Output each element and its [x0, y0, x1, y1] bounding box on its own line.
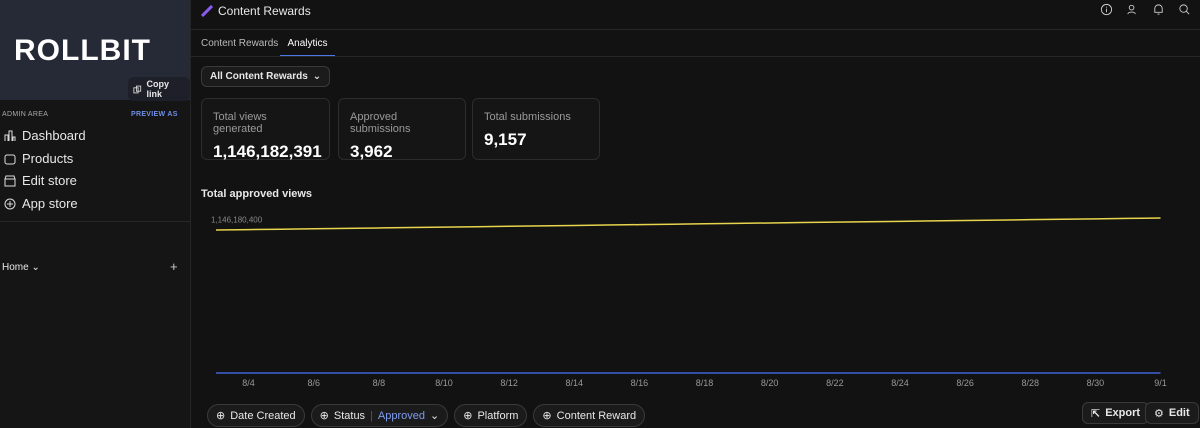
- search-icon[interactable]: [1178, 3, 1191, 16]
- separator: |: [370, 409, 373, 422]
- stat-card: Approved submissions 3,962: [338, 98, 466, 161]
- export-icon: ⇱: [1091, 407, 1101, 420]
- plus-icon: ⊕: [319, 410, 329, 422]
- x-tick-label: 8/6: [307, 378, 320, 388]
- nav-label: Edit store: [22, 173, 77, 188]
- chip-label: Status: [333, 409, 366, 422]
- filter-bar: ⊕ Date Created ⊕ Status | Approved ⌄ ⊕ Platfor…: [207, 404, 646, 427]
- x-tick-label: 8/4: [242, 378, 255, 388]
- x-tick-label: 8/16: [631, 378, 649, 388]
- page-header: Content Rewards: [201, 4, 311, 18]
- nav-item[interactable]: App store: [4, 196, 78, 211]
- filter-chip[interactable]: ⊕ Status | Approved ⌄: [310, 404, 449, 427]
- preview-as-button[interactable]: PREVIEW AS: [131, 111, 178, 118]
- filter-chip[interactable]: ⊕ Content Reward: [533, 404, 646, 427]
- divider: [0, 221, 190, 222]
- export-button[interactable]: ⇱ Export: [1082, 402, 1150, 424]
- x-tick-label: 8/24: [891, 378, 909, 388]
- x-tick-label: 8/20: [761, 378, 779, 388]
- divider: [191, 29, 1200, 30]
- divider: [191, 56, 1200, 57]
- header-icon: [201, 5, 213, 17]
- x-tick-label: 8/30: [1087, 378, 1105, 388]
- icon: [4, 154, 16, 164]
- sidebar: ROLLBIT Copy link ADMIN AREA PREVIEW AS …: [0, 0, 191, 428]
- series-line: [215, 217, 1161, 231]
- admin-area-label: ADMIN AREA: [2, 111, 49, 118]
- dropdown-label: All Content Rewards: [210, 71, 308, 82]
- tab[interactable]: Content Rewards: [201, 38, 279, 49]
- copy-link-text: Copy link: [146, 79, 170, 99]
- plus-icon: ⊕: [463, 410, 473, 422]
- plus-icon: ⊕: [542, 410, 552, 422]
- chevron: ⌄: [430, 410, 440, 422]
- filter-chip[interactable]: ⊕ Platform: [454, 404, 528, 427]
- x-tick-label: 8/18: [696, 378, 714, 388]
- stat-label: Total views generated: [213, 111, 267, 135]
- chevron: ⌄: [312, 71, 322, 82]
- chip-value: Approved: [377, 409, 426, 422]
- x-tick-label: 8/14: [566, 378, 584, 388]
- home-section[interactable]: Home ⌄: [2, 262, 40, 273]
- nav-item[interactable]: Dashboard: [4, 128, 86, 143]
- nav-label: Products: [22, 151, 74, 166]
- stat-card: Total submissions 9,157: [472, 98, 600, 160]
- x-tick-label: 8/22: [826, 378, 844, 388]
- nav-label: Dashboard: [22, 128, 86, 143]
- chart-title: Total approved views: [201, 188, 313, 200]
- logo-banner: ROLLBIT Copy link: [0, 0, 190, 101]
- button-label: Edit: [1168, 407, 1190, 419]
- link-icon: [133, 85, 142, 93]
- users-icon[interactable]: [1126, 3, 1139, 16]
- stat-value: 9,157: [484, 130, 527, 149]
- icon: [4, 198, 16, 209]
- tab-active[interactable]: Analytics: [280, 38, 335, 57]
- button-label: Export: [1105, 407, 1141, 419]
- filter-chip[interactable]: ⊕ Date Created: [207, 404, 305, 427]
- nav-label: App store: [22, 196, 78, 211]
- content-reward-dropdown[interactable]: All Content Rewards ⌄: [201, 66, 331, 87]
- x-tick-label: 8/28: [1021, 378, 1039, 388]
- chip-label: Platform: [477, 409, 519, 422]
- y-tick-label: 1,146,180,400: [211, 215, 263, 224]
- bell-icon[interactable]: [1152, 3, 1165, 16]
- icon: [4, 175, 16, 186]
- nav-item[interactable]: Edit store: [4, 173, 77, 188]
- x-tick-label: 8/10: [435, 378, 453, 388]
- chip-label: Date Created: [230, 409, 296, 422]
- stat-value: 1,146,182,391: [213, 142, 322, 161]
- x-tick-label: 8/26: [956, 378, 974, 388]
- logo: ROLLBIT: [14, 34, 151, 67]
- chart: 1,146,180,400 8/4 8/6 8/8 8/10 8/12 8/14 8/16 8/…: [211, 215, 1167, 388]
- edit-button[interactable]: ⚙ Edit: [1145, 402, 1199, 424]
- stat-value: 3,962: [350, 142, 393, 161]
- x-tick-label: 9/1: [1154, 378, 1167, 388]
- x-tick-label: 8/12: [500, 378, 518, 388]
- nav-item[interactable]: Products: [4, 151, 73, 166]
- gear-icon: ⚙: [1154, 407, 1164, 420]
- icon: [4, 130, 16, 141]
- stat-label: Total submissions: [484, 111, 571, 123]
- info-icon[interactable]: [1100, 3, 1113, 16]
- stat-label: Approved submissions: [350, 111, 411, 135]
- home-label: Home: [2, 262, 29, 273]
- x-tick-label: 8/8: [373, 378, 386, 388]
- plus-icon: ⊕: [216, 410, 226, 422]
- header-title: Content Rewards: [218, 4, 311, 18]
- chip-label: Content Reward: [556, 409, 637, 422]
- header-icons: [1100, 3, 1191, 16]
- stat-card: Total views generated 1,146,182,391: [201, 98, 330, 161]
- copy-link-button[interactable]: Copy link: [128, 77, 190, 101]
- add-button[interactable]: +: [170, 259, 178, 274]
